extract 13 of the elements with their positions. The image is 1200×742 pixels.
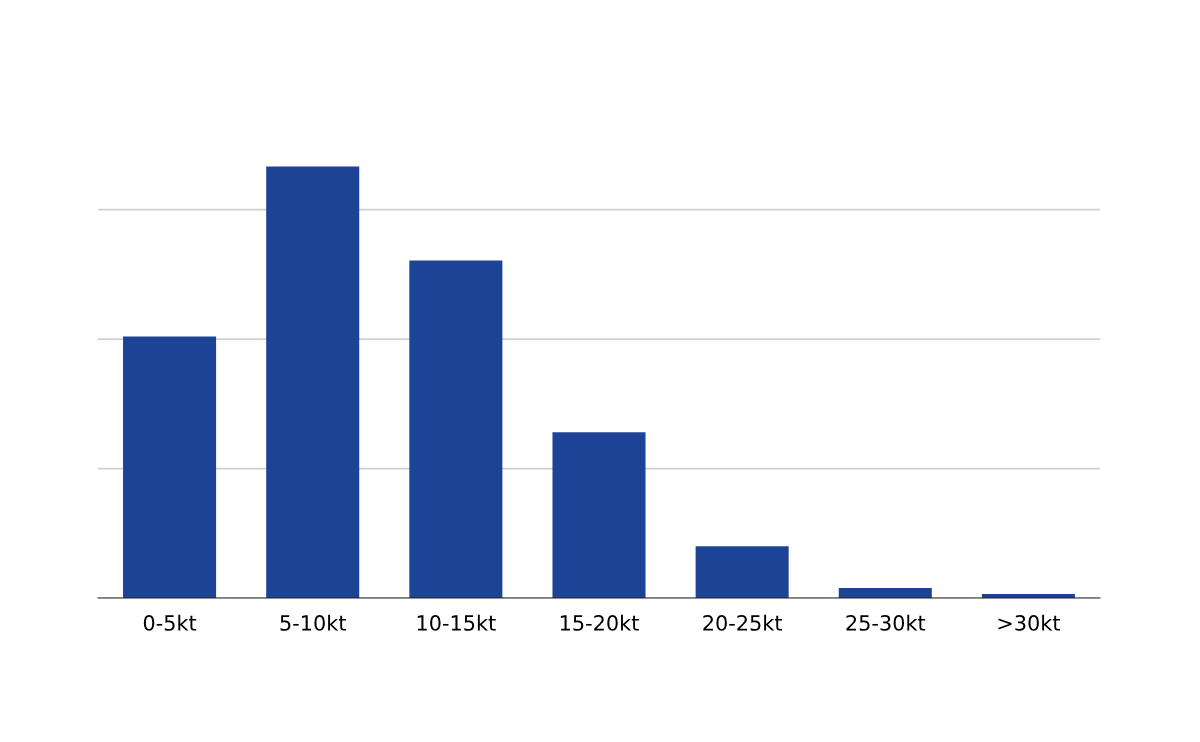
x-tick-label: 25-30kt (846, 614, 926, 631)
bar (838, 588, 932, 598)
x-tick-label: >30kt (998, 614, 1061, 631)
bar (695, 546, 789, 598)
bar (123, 336, 217, 598)
x-tick-label: 20-25kt (703, 614, 783, 631)
bar (552, 432, 646, 598)
bar (266, 166, 360, 598)
bar (409, 260, 503, 598)
x-tick-label: 5-10kt (280, 614, 346, 631)
x-tick-label: 0-5kt (143, 614, 197, 631)
x-tick-label: 10-15kt (417, 614, 496, 631)
x-tick-label: 15-20kt (560, 614, 639, 631)
